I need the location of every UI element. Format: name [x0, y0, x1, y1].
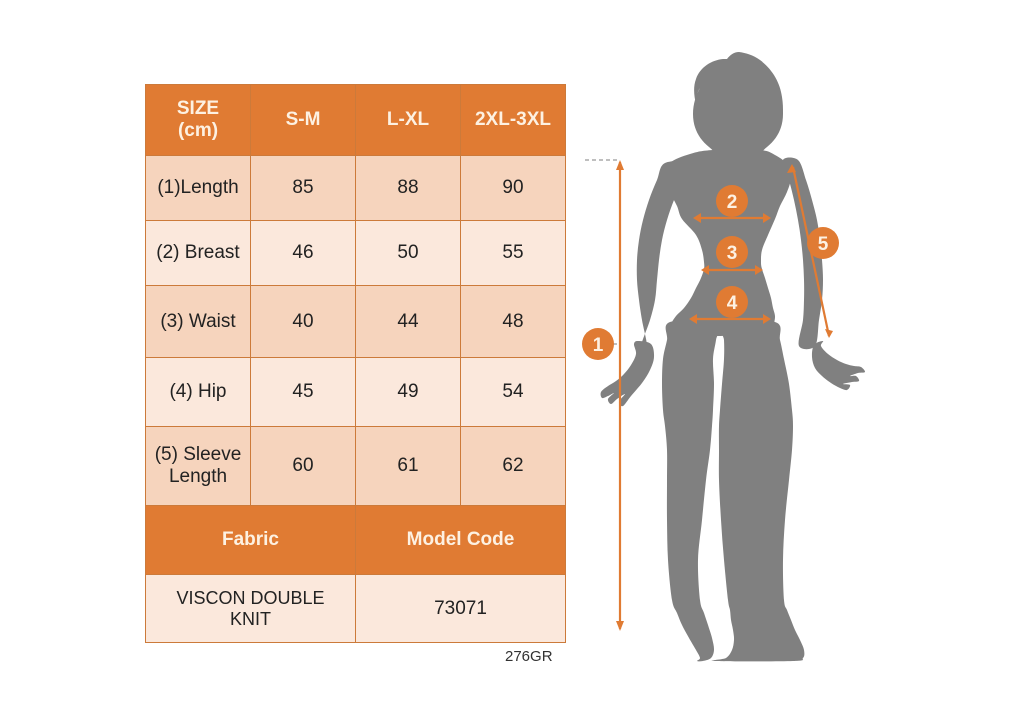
svg-text:2: 2 [727, 192, 738, 213]
svg-text:4: 4 [727, 293, 738, 314]
svg-text:3: 3 [727, 243, 738, 264]
svg-text:1: 1 [593, 335, 604, 356]
svg-text:5: 5 [818, 234, 829, 255]
